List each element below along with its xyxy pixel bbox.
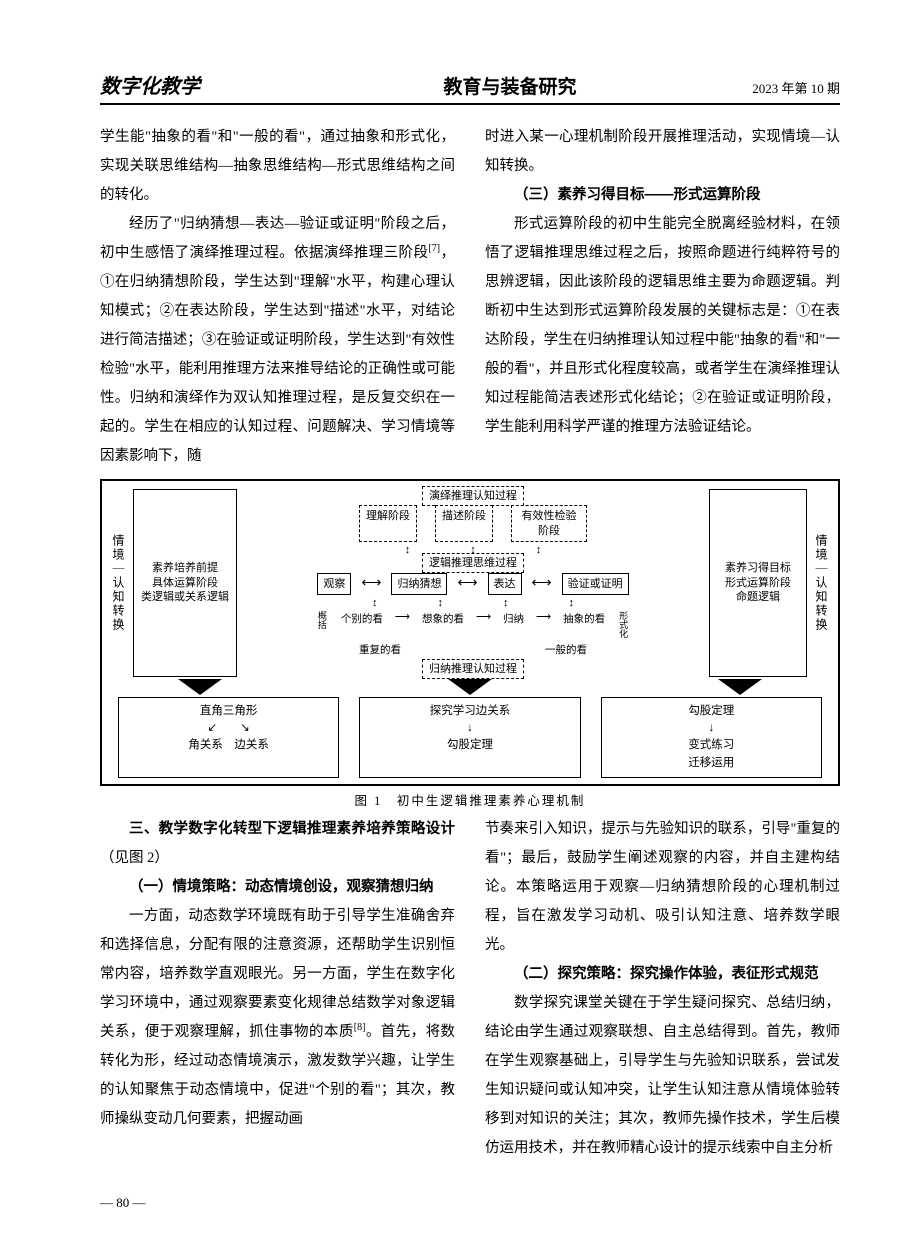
arrow-icon: ⟷	[532, 577, 552, 591]
bottom-right-column: 节奏来引入知识，提示与先验知识的联系，引导"重复的看"；最后，鼓励学生阐述观察的…	[485, 815, 840, 1163]
node-verify: 验证或证明	[562, 573, 629, 595]
figure-1: 情境｜认知转换 素养培养前提 具体运算阶段 类逻辑或关系逻辑 演绎推理认知过程 …	[100, 479, 840, 809]
top-right-column: 时进入某一心理机制阶段开展推理活动，实现情境—认知转换。 （三）素养习得目标——…	[485, 123, 840, 471]
bottom-left-column: 三、教学数字化转型下逻辑推理素养培养策略设计（见图 2） （一）情境策略：动态情…	[100, 815, 455, 1163]
down-arrow-icon	[718, 679, 762, 695]
down-arrow-icon	[448, 679, 492, 695]
paragraph: 学生能"抽象的看"和"一般的看"，通过抽象和形式化，实现关联思维结构—抽象思维结…	[100, 123, 455, 210]
stage-validate: 有效性检验阶段	[511, 505, 587, 542]
page-header: 数字化教学 教育与装备研究 2023 年第 10 期	[100, 70, 840, 105]
side-label-right: 情境｜认知转换	[811, 489, 832, 677]
paragraph: 时进入某一心理机制阶段开展推理活动，实现情境—认知转换。	[485, 123, 840, 181]
down-arrow-icon	[178, 679, 222, 695]
reasoning-process-row: 观察 ⟷ 归纳猜想 ⟷ 表达 ⟷ 验证或证明	[241, 573, 705, 595]
citation-ref: [8]	[354, 1022, 366, 1033]
node-guess: 归纳猜想	[391, 573, 447, 595]
ways-of-seeing: 概括 个别的看 ⟶ 想象的看 ⟶ 归纳 ⟶ 抽象的看 形式化	[241, 611, 705, 638]
example-boxes: 直角三角形 ↙ ↘ 角关系 边关系 探究学习边关系 ↓ 勾股定理 勾股定理 ↓ …	[108, 697, 832, 778]
node-observe: 观察	[317, 573, 351, 595]
top-text-columns: 学生能"抽象的看"和"一般的看"，通过抽象和形式化，实现关联思维结构—抽象思维结…	[100, 123, 840, 471]
header-journal-title: 教育与装备研究	[300, 72, 720, 99]
diagram-main-row: 情境｜认知转换 素养培养前提 具体运算阶段 类逻辑或关系逻辑 演绎推理认知过程 …	[108, 489, 832, 677]
stage-describe: 描述阶段	[435, 505, 493, 542]
paragraph: 数学探究课堂关键在于学生疑问探究、总结归纳，结论由学生通过观察联想、自主总结得到…	[485, 989, 840, 1163]
header-issue: 2023 年第 10 期	[720, 78, 840, 97]
top-banner: 演绎推理认知过程	[422, 486, 524, 506]
paragraph: 经历了"归纳猜想—表达—验证或证明"阶段之后，初中生感悟了演绎推理过程。依据演绎…	[100, 210, 455, 471]
sub-heading: （三）素养习得目标——形式运算阶段	[485, 181, 840, 210]
diagram: 情境｜认知转换 素养培养前提 具体运算阶段 类逻辑或关系逻辑 演绎推理认知过程 …	[100, 479, 840, 786]
paragraph: 形式运算阶段的初中生能完全脱离经验材料，在领悟了逻辑推理思维过程之后，按照命题进…	[485, 210, 840, 442]
goal-box: 素养习得目标 形式运算阶段 命题逻辑	[709, 489, 807, 677]
node-express: 表达	[488, 573, 522, 595]
sub-heading: （二）探究策略：探究操作体验，表征形式规范	[485, 960, 840, 989]
citation-ref: [7]	[428, 243, 440, 254]
header-section-title: 数字化教学	[100, 70, 300, 99]
deductive-stages: 理解阶段 描述阶段 有效性检验阶段	[241, 505, 705, 542]
bottom-banner: 归纳推理认知过程	[422, 659, 524, 679]
paragraph: 节奏来引入知识，提示与先验知识的联系，引导"重复的看"；最后，鼓励学生阐述观察的…	[485, 815, 840, 960]
arrow-icon: ⟷	[457, 577, 477, 591]
top-left-column: 学生能"抽象的看"和"一般的看"，通过抽象和形式化，实现关联思维结构—抽象思维结…	[100, 123, 455, 471]
paragraph: 一方面，动态数学环境既有助于引导学生准确舍弃和选择信息，分配有限的注意资源，还帮…	[100, 902, 455, 1134]
diagram-center: 演绎推理认知过程 理解阶段 描述阶段 有效性检验阶段 ↕↕↕ 逻辑推理思维过程 …	[241, 489, 705, 677]
page-number: — 80 —	[100, 1195, 146, 1211]
figure-caption: 图 1 初中生逻辑推理素养心理机制	[100, 790, 840, 809]
center-title: 逻辑推理思维过程	[422, 553, 524, 573]
side-label-left: 情境｜认知转换	[108, 489, 129, 677]
big-arrows-row	[108, 679, 832, 695]
example-box-1: 直角三角形 ↙ ↘ 角关系 边关系	[118, 697, 339, 778]
example-box-2: 探究学习边关系 ↓ 勾股定理	[359, 697, 580, 778]
stage-understand: 理解阶段	[359, 505, 417, 542]
example-box-3: 勾股定理 ↓ 变式练习 迁移运用	[601, 697, 822, 778]
arrow-icon: ⟷	[361, 577, 381, 591]
bottom-text-columns: 三、教学数字化转型下逻辑推理素养培养策略设计（见图 2） （一）情境策略：动态情…	[100, 815, 840, 1163]
section-heading: 三、教学数字化转型下逻辑推理素养培养策略设计（见图 2）	[100, 815, 455, 873]
page: 数字化教学 教育与装备研究 2023 年第 10 期 学生能"抽象的看"和"一般…	[0, 0, 920, 1249]
sub-heading: （一）情境策略：动态情境创设，观察猜想归纳	[100, 873, 455, 902]
premise-box: 素养培养前提 具体运算阶段 类逻辑或关系逻辑	[133, 489, 237, 677]
